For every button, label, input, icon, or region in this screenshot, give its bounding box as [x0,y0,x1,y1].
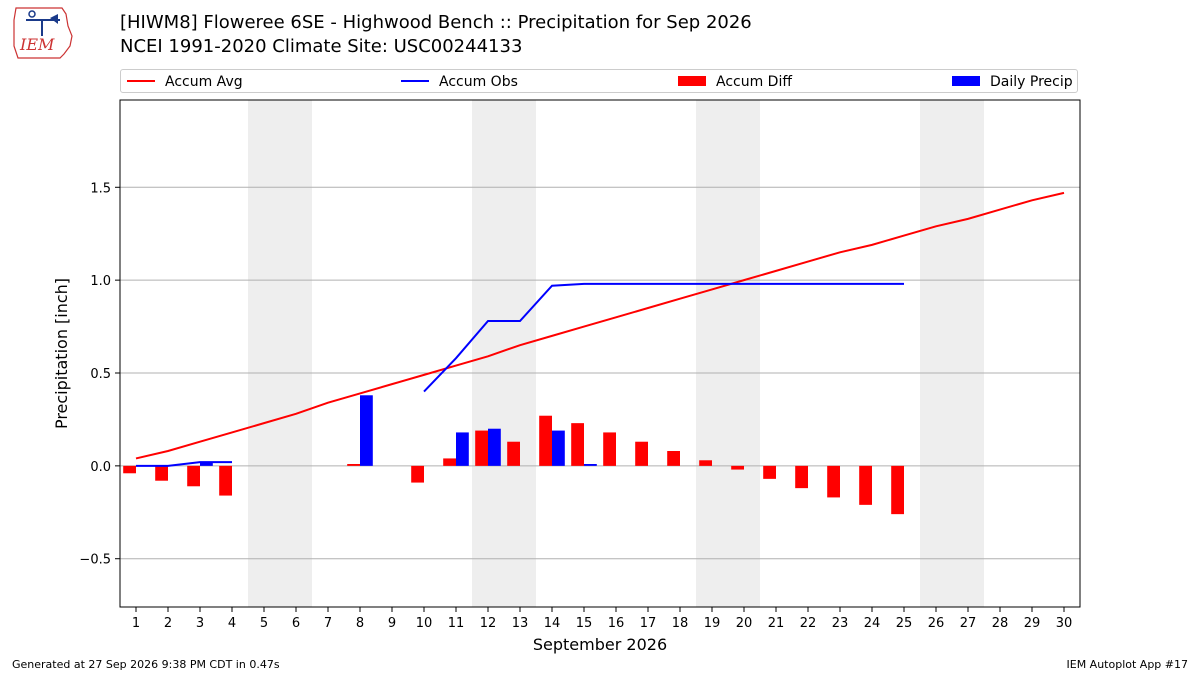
accum-diff-bar [603,432,616,466]
logo-text: IEM [19,35,55,54]
accum-diff-bar [635,441,648,466]
x-tick-label: 15 [576,616,593,631]
x-tick-label: 24 [864,616,881,631]
iem-logo: IEM [10,6,80,60]
accum-obs-line [423,282,904,393]
accum-diff-bar [443,458,456,466]
legend-item-accum-avg: Accum Avg [127,72,243,92]
x-tick-label: 14 [544,616,561,631]
legend-label-daily-precip: Daily Precip [990,74,1073,90]
legend: Accum Avg Accum Obs Accum Diff Daily Pre… [120,69,1078,93]
x-tick-label: 18 [672,616,689,631]
x-tick-label: 16 [608,616,625,631]
legend-swatch-accum-diff [678,76,706,86]
legend-label-accum-obs: Accum Obs [439,74,518,90]
x-tick-label: 11 [448,616,465,631]
y-tick-label: 0.5 [90,367,111,382]
x-tick-label: 20 [736,616,753,631]
y-tick-label: −0.5 [79,553,111,568]
x-tick-label: 26 [928,616,945,631]
accum-diff-bar [827,465,840,498]
daily-precip-bar [488,428,501,466]
legend-label-accum-diff: Accum Diff [716,74,793,90]
legend-swatch-accum-obs [401,80,429,82]
accum-diff-bar [891,465,904,515]
x-tick-label: 10 [416,616,433,631]
weekend-band [472,100,536,607]
iem-logo-graphic: IEM [13,7,73,59]
generated-note: Generated at 27 Sep 2026 9:38 PM CDT in … [12,658,280,671]
legend-item-accum-obs: Accum Obs [401,72,518,92]
daily-precip-bar [360,395,373,466]
accum-diff-bar [667,451,680,466]
accum-diff-bar [507,441,520,466]
x-tick-label: 3 [196,616,204,631]
chart-subtitle: NCEI 1991-2020 Climate Site: USC00244133 [120,36,523,57]
x-tick-label: 28 [992,616,1009,631]
accum-diff-bar [219,465,232,496]
accum-diff-bar [571,423,584,466]
legend-label-accum-avg: Accum Avg [165,74,243,90]
x-tick-label: 13 [512,616,529,631]
weekend-band [920,100,984,607]
y-tick-label: 0.0 [90,460,111,475]
accum-diff-bar [731,465,744,470]
x-tick-label: 30 [1056,616,1073,631]
daily-precip-bar [200,462,213,466]
accum-avg-line [135,191,1065,460]
x-tick-label: 5 [260,616,268,631]
accum-diff-bar [795,465,808,489]
x-tick-label: 23 [832,616,849,631]
accum-diff-bar [411,465,424,483]
x-tick-label: 19 [704,616,721,631]
accum-diff-bar [475,430,488,466]
daily-precip-bar [552,430,565,466]
x-tick-label: 2 [164,616,172,631]
legend-swatch-accum-avg [127,80,155,82]
y-axis-label: Precipitation [inch] [52,278,71,429]
accum-diff-bar [539,415,552,466]
accum-diff-bar [123,465,136,474]
accum-diff-bar [763,465,776,479]
legend-swatch-daily-precip [952,76,980,86]
y-tick-label: 1.5 [90,181,111,196]
x-tick-label: 22 [800,616,817,631]
x-tick-label: 12 [480,616,497,631]
app-note: IEM Autoplot App #17 [1066,658,1189,671]
x-tick-label: 25 [896,616,913,631]
accum-diff-bar [187,465,200,487]
plot-frame [119,99,1081,608]
legend-item-accum-diff: Accum Diff [678,72,792,92]
accum-diff-bar [155,465,168,481]
daily-precip-bar [584,464,597,466]
chart-title: [HIWM8] Floweree 6SE - Highwood Bench ::… [120,12,752,33]
x-tick-label: 1 [132,616,140,631]
accum-diff-bar [859,465,872,505]
weekend-band [696,100,760,607]
x-tick-label: 29 [1024,616,1041,631]
legend-item-daily-precip: Daily Precip [952,72,1073,92]
y-tick-label: 1.0 [90,274,111,289]
x-axis-label: September 2026 [533,635,667,654]
x-tick-label: 27 [960,616,977,631]
accum-diff-bar [699,460,712,466]
daily-precip-bar [456,432,469,466]
accum-diff-bar [347,464,360,466]
x-tick-label: 6 [292,616,300,631]
weekend-band [248,100,312,607]
x-tick-label: 4 [228,616,236,631]
x-tick-label: 8 [356,616,364,631]
x-tick-label: 21 [768,616,785,631]
x-tick-label: 7 [324,616,332,631]
accum-obs-line [136,461,232,467]
x-tick-label: 17 [640,616,657,631]
x-tick-label: 9 [388,616,396,631]
